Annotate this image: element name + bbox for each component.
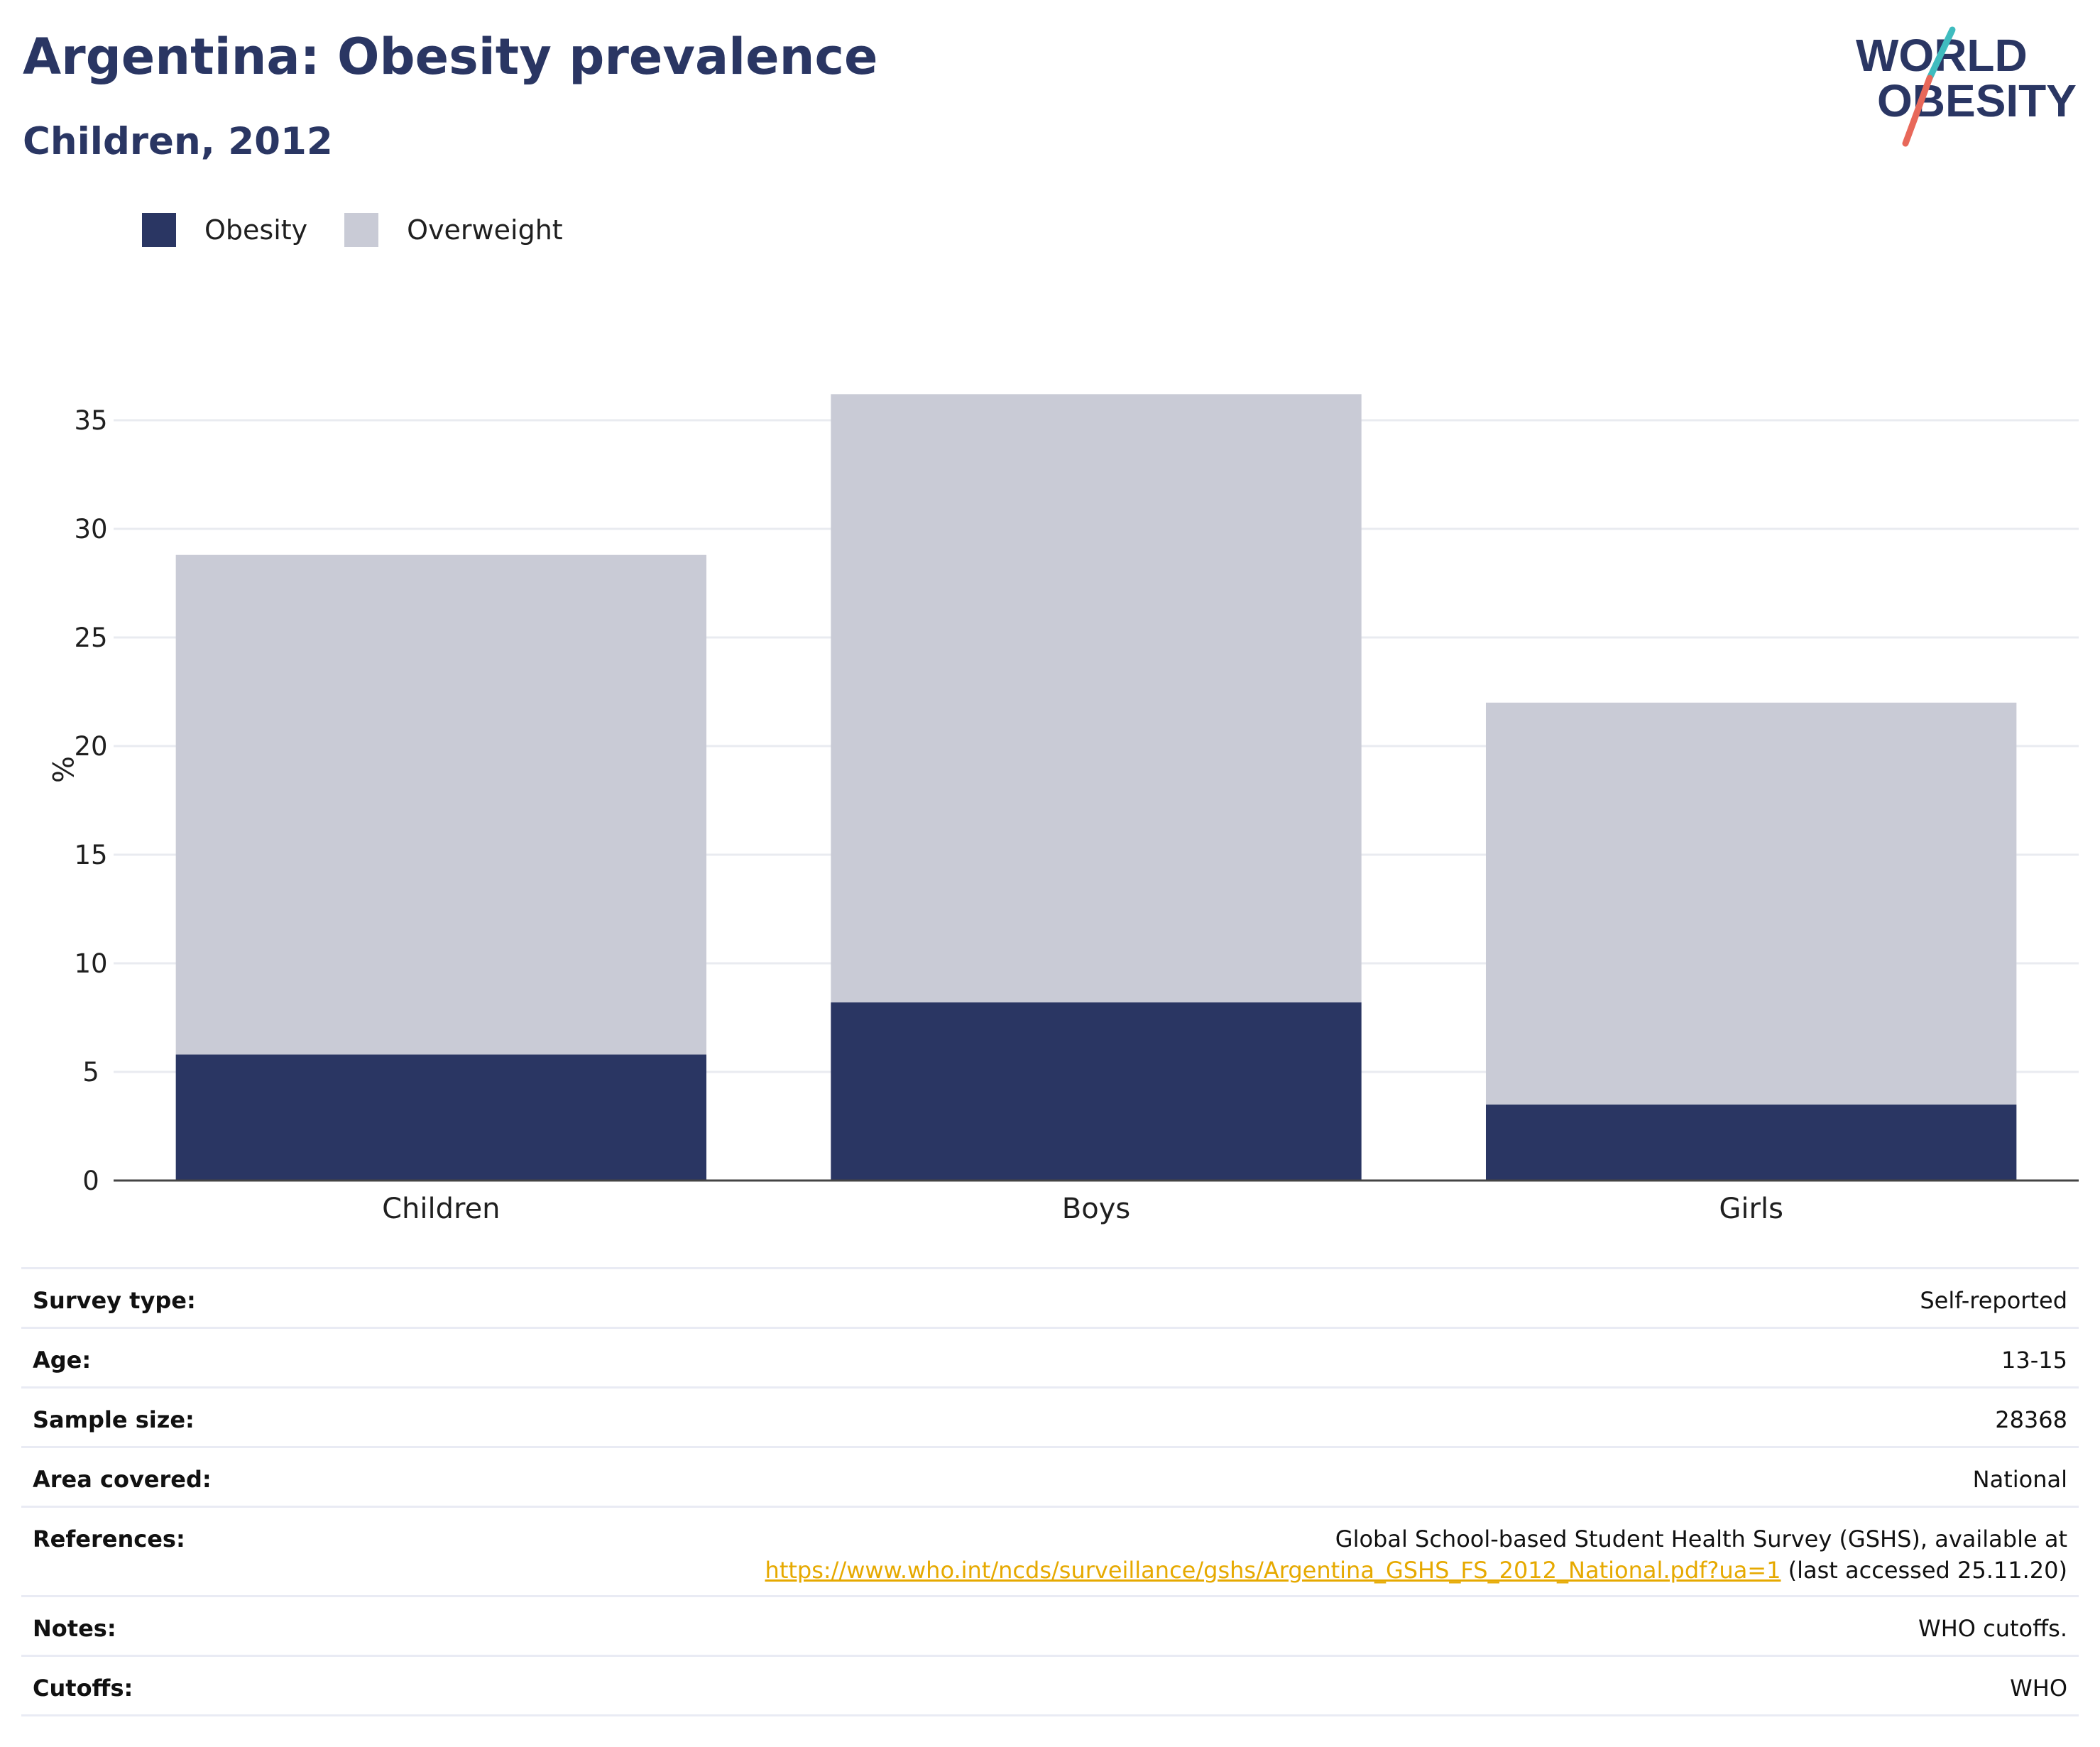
legend-swatch-obesity <box>142 213 176 247</box>
logo-text-obesity: OBESITY <box>1877 75 2077 126</box>
bar-obesity-children <box>175 1054 707 1181</box>
info-row-survey-type: Survey type: Self-reported <box>21 1267 2079 1329</box>
info-row-area: Area covered: National <box>21 1447 2079 1508</box>
cutoffs-value: WHO <box>292 1655 2079 1716</box>
logo-slash-top <box>1926 26 1956 82</box>
stacked-bar-chart: 0 5 10 15 20 25 30 35% Children Boys Girls <box>45 394 2079 1225</box>
survey-type-label: Survey type: <box>21 1267 293 1329</box>
references-label: References: <box>21 1506 293 1597</box>
y-tick-label: 30 <box>74 514 107 544</box>
age-label: Age: <box>21 1327 293 1389</box>
y-axis-title: % <box>45 756 78 783</box>
area-covered-value: National <box>292 1447 2079 1508</box>
bar-overweight-children <box>175 554 707 1055</box>
bar-overweight-girls <box>1485 702 2017 1105</box>
y-tick-label: 15 <box>74 840 107 870</box>
cutoffs-label: Cutoffs: <box>21 1655 293 1716</box>
x-tick-label: Children <box>382 1193 500 1225</box>
references-accessed: (last accessed 25.11.20) <box>1781 1557 2067 1584</box>
age-value: 13-15 <box>292 1327 2079 1389</box>
y-tick-label: 20 <box>74 731 107 762</box>
notes-label: Notes: <box>21 1596 293 1657</box>
x-tick-label: Girls <box>1719 1193 1783 1225</box>
survey-type-value: Self-reported <box>292 1267 2079 1329</box>
y-tick-label: 5 <box>82 1057 99 1088</box>
legend-label-overweight: Overweight <box>407 214 563 246</box>
legend-swatch-overweight <box>344 213 379 247</box>
info-row-references: References: Global School-based Student … <box>21 1506 2079 1597</box>
notes-value: WHO cutoffs. <box>292 1596 2079 1657</box>
y-tick-label: 35 <box>74 405 107 436</box>
chart-subtitle: Children, 2012 <box>23 120 333 163</box>
bar-overweight-boys <box>831 394 1362 1003</box>
sample-size-value: 28368 <box>292 1387 2079 1448</box>
x-tick-label: Boys <box>1062 1193 1130 1225</box>
sample-size-label: Sample size: <box>21 1387 293 1448</box>
bar-obesity-girls <box>1485 1104 2017 1181</box>
logo-slash-bottom <box>1902 75 1933 147</box>
legend-item-obesity[interactable]: Obesity <box>142 213 307 247</box>
info-row-cutoffs: Cutoffs: WHO <box>21 1655 2079 1716</box>
chart-title: Argentina: Obesity prevalence <box>23 28 878 86</box>
chart-legend: Obesity Overweight <box>142 213 600 247</box>
y-tick-label: 10 <box>74 948 107 979</box>
legend-label-obesity: Obesity <box>204 214 308 246</box>
info-row-sample-size: Sample size: 28368 <box>21 1387 2079 1448</box>
info-row-notes: Notes: WHO cutoffs. <box>21 1596 2079 1657</box>
y-tick-label: 0 <box>82 1166 99 1196</box>
world-obesity-logo: WORLD OBESITY <box>1856 26 2077 147</box>
info-row-age: Age: 13-15 <box>21 1327 2079 1389</box>
references-text: Global School-based Student Health Surve… <box>1335 1526 2067 1552</box>
survey-info-table: Survey type: Self-reported Age: 13-15 Sa… <box>21 1267 2079 1716</box>
references-value: Global School-based Student Health Surve… <box>292 1506 2079 1597</box>
legend-item-overweight[interactable]: Overweight <box>344 213 563 247</box>
references-link[interactable]: https://www.who.int/ncds/surveillance/gs… <box>765 1557 1781 1584</box>
area-covered-label: Area covered: <box>21 1447 293 1508</box>
y-tick-label: 25 <box>74 623 107 653</box>
bar-obesity-boys <box>831 1002 1362 1181</box>
